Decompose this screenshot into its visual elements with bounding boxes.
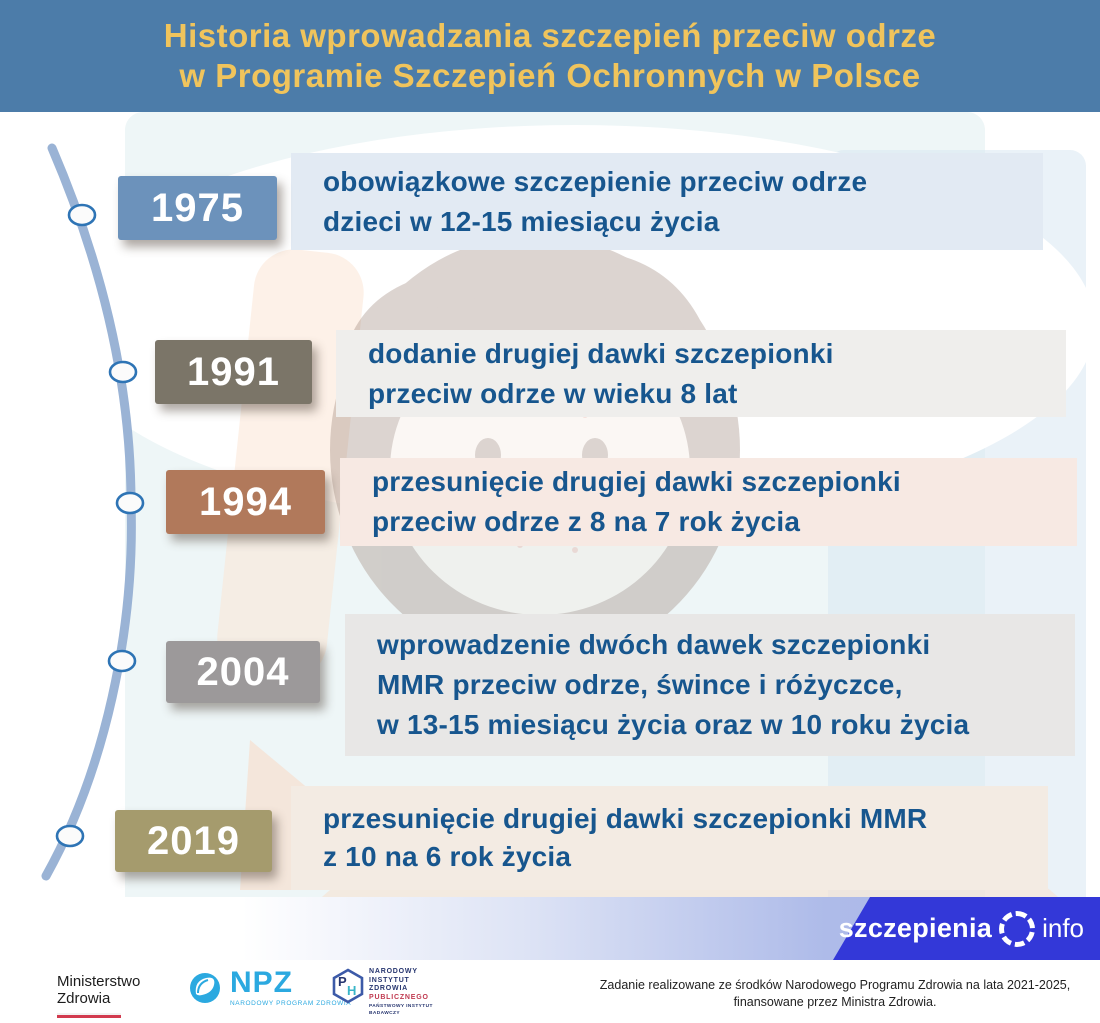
header: Historia wprowadzania szczepień przeciw … (0, 0, 1100, 112)
brand-suffix-text: info (1042, 913, 1084, 943)
nizp-line: NARODOWY (369, 968, 418, 975)
banner-band: szczepienia info (0, 897, 1100, 960)
szczepienia-info-logo[interactable]: szczepienia info (839, 897, 1084, 960)
entry-text-line: wprowadzenie dwóch dawek szczepionki (377, 629, 931, 660)
timeline-node-1975 (67, 203, 97, 227)
entry-text-line: MMR przeciw odrze, śwince i różyczce, (377, 669, 903, 700)
entry-text-box-2019: przesunięcie drugiej dawki szczepionki M… (291, 786, 1048, 890)
page-title-line2: w Programie Szczepień Ochronnych w Polsc… (179, 57, 921, 94)
nizp-line-accent: PUBLICZNEGO (369, 993, 429, 1001)
funding-note: Zadanie realizowane ze środków Narodoweg… (570, 977, 1100, 1011)
timeline-node-2004 (107, 649, 137, 673)
npz-logo[interactable]: NPZ NARODOWY PROGRAM ZDROWIA (186, 968, 351, 1007)
year-badge-1991: 1991 (155, 340, 312, 404)
timeline-node-1991 (108, 360, 138, 384)
npz-abbr: NPZ (230, 966, 293, 999)
nizp-pzh-logo[interactable]: P H NARODOWY INSTYTUT ZDROWIA PUBLICZNEG… (332, 968, 433, 1017)
entry-text-line: przesunięcie drugiej dawki szczepionki (372, 466, 901, 497)
entry-text-line: dodanie drugiej dawki szczepionki (368, 337, 834, 369)
dashed-ring-icon (999, 910, 1036, 947)
nizp-line: ZDROWIA (369, 985, 409, 992)
entry-text-line: dzieci w 12-15 miesiącu życia (323, 205, 720, 237)
child-face-watermark (330, 235, 740, 665)
entry-text-box-1975: obowiązkowe szczepienie przeciw odrze dz… (291, 153, 1043, 250)
entry-text-line: w 13-15 miesiącu życia oraz w 10 roku ży… (377, 709, 970, 740)
year-badge-1975: 1975 (118, 176, 277, 240)
brand-text: szczepienia (838, 913, 993, 943)
ministry-of-health-logo[interactable]: Ministerstwo Zdrowia (57, 973, 140, 1018)
npz-caption: NARODOWY PROGRAM ZDROWIA (230, 1000, 352, 1007)
year-badge-1994: 1994 (166, 470, 325, 534)
npz-swoosh-icon (190, 972, 220, 1003)
ministry-line2: Zdrowia (57, 990, 111, 1007)
funding-line2: finansowane przez Ministra Zdrowia. (733, 995, 937, 1009)
footer: Ministerstwo Zdrowia NPZ NARODOWY PROGRA… (0, 960, 1100, 1023)
entry-text-box-2004: wprowadzenie dwóch dawek szczepionki MMR… (345, 614, 1075, 756)
timeline-node-1994 (115, 491, 145, 515)
entry-text-line: przeciw odrze z 8 na 7 rok życia (372, 506, 801, 537)
banner-indigo-block (833, 897, 1100, 960)
flag-white-bar (57, 1013, 121, 1015)
year-badge-2004: 2004 (166, 641, 320, 703)
entry-text-box-1994: przesunięcie drugiej dawki szczepionki p… (340, 458, 1077, 546)
page-title-line1: Historia wprowadzania szczepień przeciw … (163, 17, 937, 54)
entry-text-line: przeciw odrze w wieku 8 lat (368, 377, 738, 409)
year-badge-2019: 2019 (115, 810, 272, 872)
entry-text-line: przesunięcie drugiej dawki szczepionki M… (323, 803, 928, 834)
entry-text-line: z 10 na 6 rok życia (323, 841, 572, 872)
svg-text:P: P (338, 974, 347, 989)
entry-text-box-1991: dodanie drugiej dawki szczepionki przeci… (336, 330, 1066, 417)
nizp-subline: BADAWCZY (369, 1011, 400, 1016)
flag-red-bar (57, 1015, 121, 1018)
entry-text-line: obowiązkowe szczepienie przeciw odrze (323, 165, 868, 197)
svg-text:H: H (347, 983, 356, 998)
pzh-hexagon-icon: P H (332, 968, 364, 1004)
ministry-line1: Ministerstwo (57, 973, 141, 990)
timeline-node-2019 (55, 824, 85, 848)
nizp-line: INSTYTUT (369, 976, 410, 984)
nizp-subline: PAŃSTWOWY INSTYTUT (369, 1003, 433, 1009)
funding-line1: Zadanie realizowane ze środków Narodoweg… (599, 978, 1071, 992)
